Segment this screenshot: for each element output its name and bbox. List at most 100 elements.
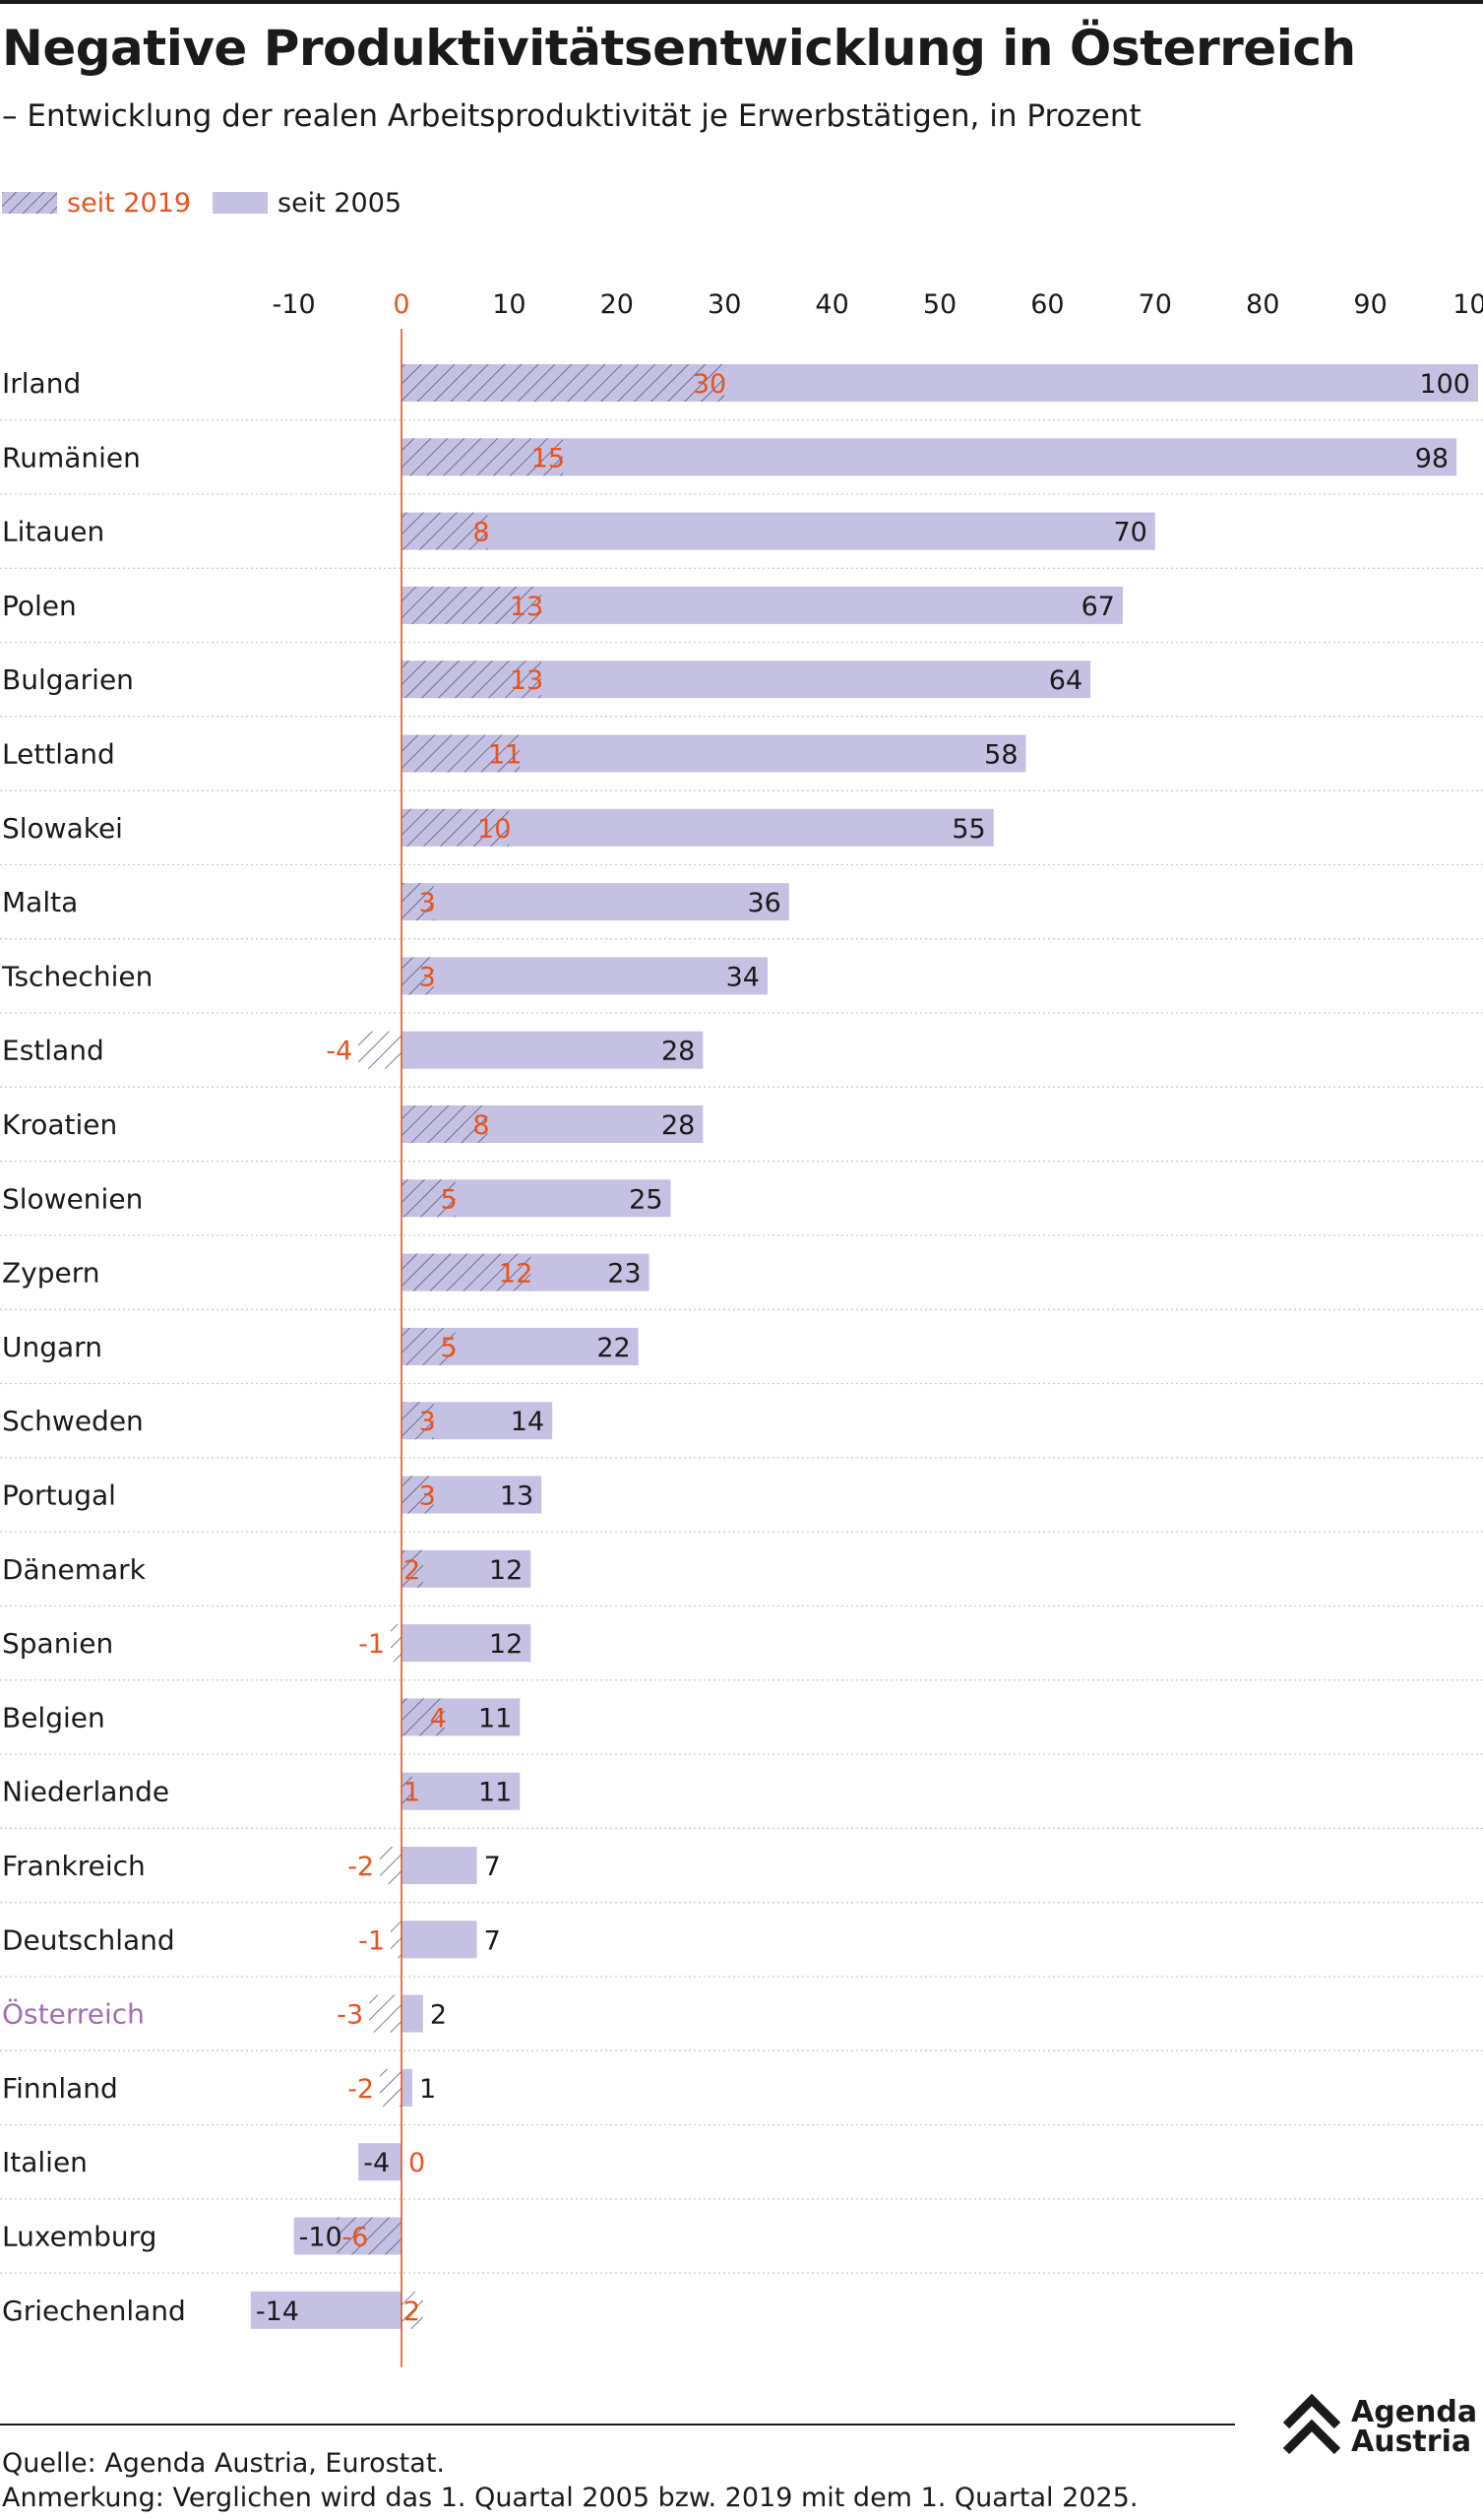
bar-seit-2019	[402, 808, 510, 847]
bar-seit-2019	[402, 661, 542, 699]
category-label: Rumänien	[2, 441, 141, 473]
value-label-2005: 36	[747, 888, 780, 918]
value-label-2005: -14	[256, 2297, 299, 2327]
chart-row: Slowakei 55 10	[0, 808, 1483, 866]
value-label-2019: 5	[441, 1184, 458, 1215]
bar-seit-2005	[250, 2291, 402, 2329]
value-label-2005: -4	[363, 2148, 390, 2178]
value-label-2019: 8	[472, 1110, 489, 1141]
bar-seit-2019	[391, 1624, 402, 1663]
bar-seit-2019	[402, 586, 542, 624]
value-label-2005: 58	[984, 740, 1018, 771]
category-label: Belgien	[2, 1701, 105, 1733]
legend-item-2019: seit 2019	[2, 185, 191, 220]
chart-row: Slowenien 25 5	[0, 1179, 1483, 1236]
value-label-2005: 64	[1049, 665, 1082, 696]
bar-seit-2019	[402, 1476, 434, 1514]
chart-row: Frankreich 7 -2	[0, 1847, 1483, 1904]
value-label-2005: 98	[1415, 443, 1449, 473]
category-label: Griechenland	[2, 2295, 186, 2327]
chart-row: Deutschland 7 -1	[0, 1921, 1483, 1978]
chart-row: Luxemburg -10 -6	[0, 2217, 1483, 2274]
category-label: Bulgarien	[2, 663, 134, 696]
bar-seit-2005	[402, 512, 1155, 550]
bar-seit-2019	[402, 364, 725, 402]
value-label-2019: 3	[419, 888, 436, 918]
category-label: Finnland	[2, 2072, 118, 2105]
bar-seit-2005	[402, 1772, 521, 1810]
value-label-2019: 0	[408, 2148, 425, 2178]
chart-row: Litauen 70 8	[0, 512, 1483, 569]
chart-row: Estland 28 -4	[0, 1031, 1483, 1088]
bar-seit-2019	[402, 1698, 445, 1736]
bar-seit-2019	[402, 1105, 488, 1143]
bar-seit-2005	[358, 2143, 402, 2181]
value-label-2019: 15	[531, 443, 565, 473]
bar-seit-2019	[337, 2217, 402, 2255]
category-label: Portugal	[2, 1480, 116, 1512]
top-rule	[0, 0, 1483, 4]
bar-seit-2019	[402, 2291, 423, 2329]
legend-item-2005: seit 2005	[213, 185, 402, 220]
bar-seit-2019	[402, 512, 488, 550]
chart-row: Kroatien 28 8	[0, 1105, 1483, 1163]
bar-seit-2019	[380, 2068, 402, 2107]
agenda-austria-logo: Agenda Austria	[1282, 2392, 1483, 2461]
value-label-2005: 12	[489, 1555, 523, 1586]
category-label: Polen	[2, 590, 77, 622]
chart-row: Portugal 13 3	[0, 1476, 1483, 1533]
x-tick-label: 40	[815, 289, 848, 320]
value-label-2019: 10	[477, 814, 511, 845]
value-label-2005: 7	[484, 1852, 501, 1882]
value-label-2019: -2	[347, 1852, 374, 1882]
category-label: Malta	[2, 886, 78, 918]
chart-row: Schweden 14 3	[0, 1402, 1483, 1459]
bar-seit-2019	[402, 438, 564, 476]
chart-row: Niederlande 111	[0, 1772, 1483, 1829]
bar-seit-2005	[402, 1031, 704, 1069]
value-label-2019: 13	[510, 592, 543, 622]
chart-row: Spanien 12 -1	[0, 1624, 1483, 1681]
value-label-2019: 2	[403, 1555, 420, 1586]
bar-seit-2019	[402, 1549, 423, 1588]
value-label-2019: 30	[693, 369, 726, 400]
source-note: Quelle: Agenda Austria, Eurostat.	[2, 2448, 445, 2479]
chart-row: Zypern 23 12	[0, 1253, 1483, 1310]
category-label: Litauen	[2, 516, 104, 548]
chart-title: Negative Produktivitätsentwicklung in Ös…	[2, 20, 1356, 77]
chart-row: Irland 100 30	[0, 364, 1483, 421]
bar-seit-2019	[402, 1772, 412, 1810]
value-label-2005: -10	[299, 2223, 342, 2253]
bar-seit-2019	[358, 1031, 402, 1069]
value-label-2019: -6	[341, 2223, 368, 2253]
category-label: Lettland	[2, 738, 115, 771]
bar-seit-2019	[402, 734, 521, 773]
value-label-2005: 14	[511, 1407, 544, 1437]
legend-label-2019: seit 2019	[67, 187, 192, 219]
category-label: Niederlande	[2, 1776, 169, 1808]
x-tick-label: 50	[923, 289, 957, 320]
value-label-2005: 34	[726, 962, 760, 992]
legend-label-2005: seit 2005	[278, 187, 402, 219]
value-label-2019: 5	[441, 1333, 458, 1363]
chart-row: Bulgarien 64 13	[0, 661, 1483, 718]
category-label: Ungarn	[2, 1331, 102, 1363]
x-tick-label: 80	[1246, 289, 1279, 320]
value-label-2005: 2	[430, 2000, 447, 2031]
bar-seit-2019	[380, 1847, 402, 1884]
bar-seit-2019	[402, 1327, 456, 1365]
value-label-2019: -1	[358, 1629, 385, 1660]
value-label-2019: -3	[337, 2000, 363, 2031]
value-label-2005: 7	[484, 1925, 501, 1956]
category-label: Dänemark	[2, 1553, 147, 1586]
value-label-2019: 4	[430, 1703, 447, 1733]
bar-seit-2005	[402, 1624, 531, 1663]
value-label-2019: -4	[326, 1037, 352, 1067]
bar-seit-2019	[402, 957, 434, 995]
chart-row: Ungarn 22 5	[0, 1327, 1483, 1385]
value-label-2005: 70	[1113, 518, 1146, 548]
value-label-2019: 12	[499, 1259, 532, 1290]
category-label: Tschechien	[1, 960, 153, 992]
x-tick-label: 0	[393, 289, 409, 320]
x-tick-label: 70	[1139, 289, 1172, 320]
